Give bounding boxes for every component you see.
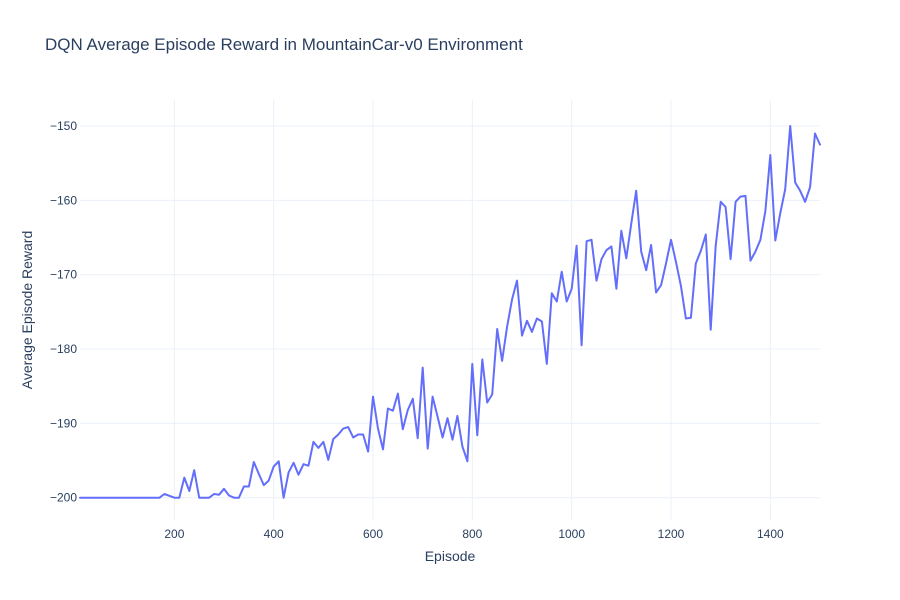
y-tick-label-3: −170 [50, 268, 77, 282]
x-axis-title: Episode [425, 548, 476, 564]
y-axis-title: Average Episode Reward [19, 231, 35, 390]
x-tick-label-800: 800 [462, 527, 482, 541]
x-grid [173, 100, 771, 520]
y-tick-labels: −200 −190 −180 −170 −160 −150 [50, 119, 77, 505]
y-grid [80, 125, 820, 499]
chart-title: DQN Average Episode Reward in MountainCa… [45, 35, 523, 54]
x-tick-label-200: 200 [164, 527, 184, 541]
y-tick-label-1: −190 [50, 416, 77, 430]
series-layer [79, 125, 821, 499]
y-tick-label-0: −200 [50, 491, 77, 505]
x-tick-label-1400: 1400 [757, 527, 784, 541]
x-tick-labels: 200 400 600 800 1000 1200 1400 [164, 527, 784, 541]
series-line-0 [79, 125, 821, 499]
x-tick-label-1000: 1000 [558, 527, 585, 541]
x-tick-label-400: 400 [264, 527, 284, 541]
y-tick-label-2: −180 [50, 342, 77, 356]
x-tick-label-1200: 1200 [658, 527, 685, 541]
y-tick-label-5: −150 [50, 119, 77, 133]
y-tick-label-4: −160 [50, 193, 77, 207]
x-tick-label-600: 600 [363, 527, 383, 541]
